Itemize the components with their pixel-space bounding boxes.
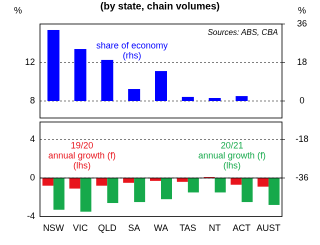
x-tick-label: ACT [233,223,252,233]
annotation: annual growth (f) [198,150,266,160]
x-tick-label: VIC [73,223,89,233]
annotation: share of economy [96,40,168,50]
annotation: (lhs) [73,160,91,170]
top-panel [39,23,283,119]
y2-tick-label: -18 [295,134,308,144]
x-tick-label: AUST [257,223,282,233]
bar [123,178,135,183]
bar [80,178,92,212]
annotation: 19/20 [71,140,94,150]
page: (by state, chain volumes) % % Sources: A… [13,1,309,233]
y-tick-label: 8 [30,95,35,105]
y-tick-label: 0 [30,172,35,182]
bar [150,178,161,181]
x-tick-label: NT [209,223,221,233]
source: Sources: ABS, CBA [208,28,278,37]
x-tick-label: NSW [43,223,65,233]
y-tick-label: 4 [30,134,35,144]
bar [74,49,87,101]
bar [230,178,242,185]
bar [187,178,199,193]
x-tick-label: WA [154,223,168,233]
x-tick-label: SA [128,223,140,233]
bar [42,178,54,186]
bar [96,178,108,186]
chart-title: (by state, chain volumes) [100,2,219,13]
bar [69,178,81,189]
chart: (by state, chain volumes) % % Sources: A… [14,2,309,233]
bottom-panel [39,121,283,217]
y-tick-label: 12 [25,57,35,67]
annotation: (lhs) [223,160,241,170]
bar [241,178,253,203]
bar [235,96,248,101]
y2-axis-label: % [298,5,306,15]
y2-tick-label: 18 [297,57,307,67]
bar [176,178,188,182]
x-tick-label: QLD [98,223,117,233]
bar [268,178,280,205]
y2-tick-label: -36 [295,172,308,182]
annotation: annual growth (f) [48,150,116,160]
bar [214,178,226,193]
bar [208,98,221,101]
bar [203,177,215,178]
bar [181,96,194,101]
bar [161,178,172,200]
bar [134,178,146,203]
bar [257,178,269,187]
y-axis-label: % [14,5,22,15]
bar [128,89,141,101]
annotation: (rhs) [123,50,142,60]
annotation: 20/21 [221,140,244,150]
y2-tick-label: 0 [299,95,304,105]
bar [53,178,65,210]
bar [107,178,119,204]
y2-tick-label: 36 [297,18,307,28]
y-tick-label: -4 [27,211,35,221]
bar [155,71,167,101]
x-tick-label: TAS [179,223,196,233]
bar [101,59,114,101]
bar [47,29,60,101]
